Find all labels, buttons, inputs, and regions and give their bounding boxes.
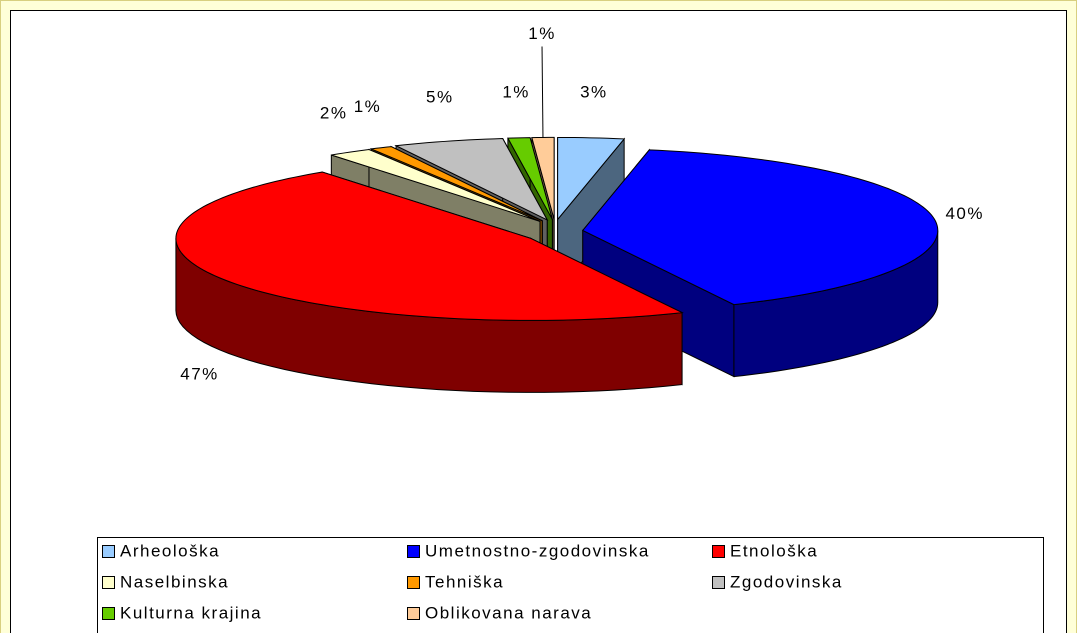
legend-swatch bbox=[712, 545, 725, 558]
slice-top bbox=[331, 148, 541, 222]
legend-swatch bbox=[407, 545, 420, 558]
slice bbox=[175, 171, 684, 393]
legend-label: Etnološka bbox=[730, 541, 818, 560]
legend bbox=[97, 537, 1044, 633]
data-label: 5% bbox=[426, 87, 454, 106]
legend-label: Naselbinska bbox=[120, 572, 229, 591]
data-label: 1% bbox=[528, 24, 556, 43]
legend-label: Kulturna krajina bbox=[120, 603, 262, 622]
slice-top bbox=[531, 136, 555, 220]
slice-top bbox=[175, 171, 684, 321]
legend-label: Zgodovinska bbox=[730, 572, 843, 591]
data-label: 2% bbox=[320, 104, 348, 123]
legend-swatch bbox=[102, 545, 115, 558]
slice-top bbox=[394, 138, 549, 222]
legend-swatch bbox=[407, 576, 420, 589]
legend-label: Umetnostno-zgodovinska bbox=[425, 541, 650, 560]
legend-label: Arheološka bbox=[120, 541, 220, 560]
data-label: 3% bbox=[580, 83, 608, 102]
slice-top bbox=[581, 149, 939, 306]
data-label: 1% bbox=[354, 97, 382, 116]
legend-swatch bbox=[407, 607, 420, 620]
data-label: 47% bbox=[180, 365, 219, 384]
slice-top bbox=[557, 136, 626, 221]
legend-label: Tehniška bbox=[425, 572, 504, 591]
legend-label: Oblikovana narava bbox=[425, 603, 592, 622]
data-label: 1% bbox=[502, 83, 530, 102]
data-label: 40% bbox=[945, 204, 984, 223]
slice-top bbox=[507, 137, 553, 220]
legend-swatch bbox=[102, 607, 115, 620]
legend-swatch bbox=[712, 576, 725, 589]
leader-line bbox=[541, 46, 544, 138]
legend-swatch bbox=[102, 576, 115, 589]
slice-top bbox=[369, 146, 543, 222]
slice bbox=[557, 136, 626, 293]
